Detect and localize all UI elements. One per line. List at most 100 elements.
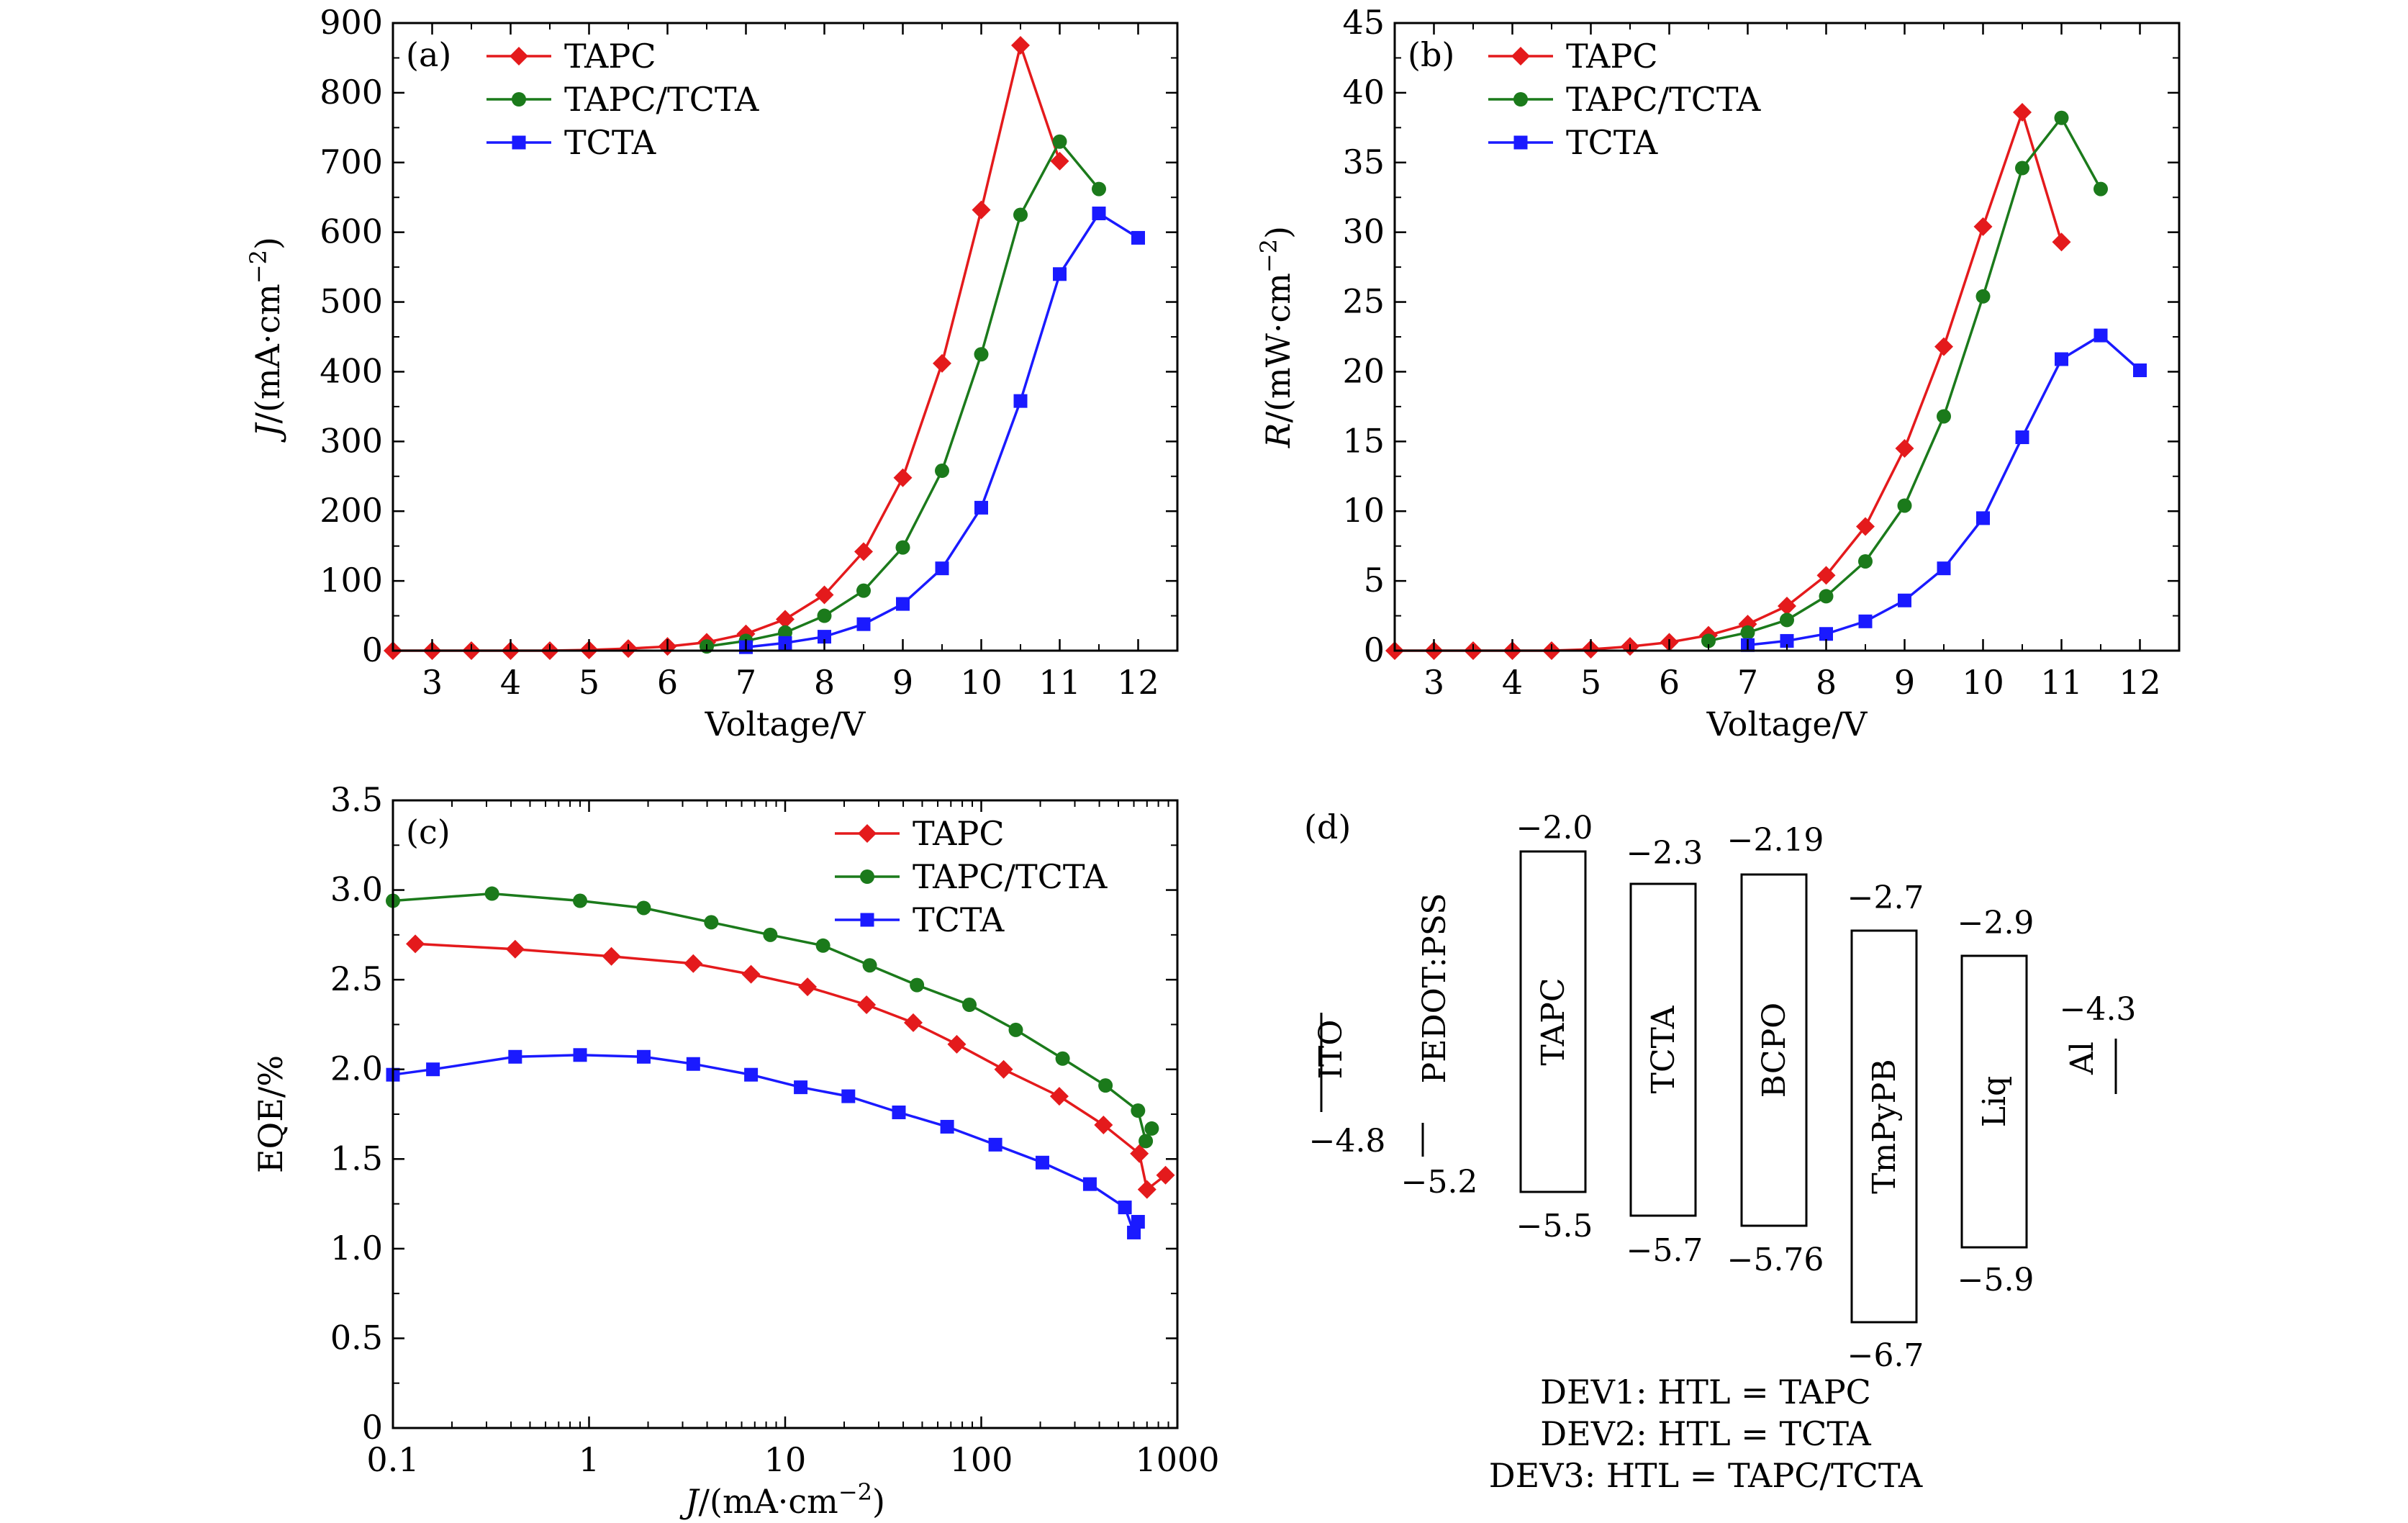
plot-frame: [391, 22, 1179, 652]
data-point: [2054, 110, 2069, 125]
legend-entry-tcta: TCTA: [835, 900, 1005, 939]
legend-marker: [1511, 47, 1530, 65]
legend-marker: [510, 47, 528, 65]
data-point: [1898, 593, 1911, 607]
data-point: [1008, 1022, 1023, 1037]
layer-box: [1740, 873, 1808, 1227]
homo-level: −5.76: [1727, 1242, 1824, 1278]
lumo-level: −2.0: [1516, 810, 1593, 846]
x-tick-label: 8: [1816, 663, 1837, 702]
y-tick-label: 300: [320, 421, 383, 460]
data-point: [2055, 352, 2068, 366]
layer-name: TmPyPB: [1866, 1059, 1903, 1193]
y-tick-label: 2.5: [330, 959, 383, 998]
data-point: [2015, 161, 2029, 176]
data-point: [1127, 1225, 1141, 1239]
legend-entry-tapc: TAPC: [486, 37, 656, 76]
homo-level: −5.9: [1957, 1262, 2034, 1298]
series-tcta: [1741, 328, 2147, 652]
data-point: [1137, 1180, 1157, 1199]
data-point: [1701, 633, 1716, 648]
data-point: [935, 561, 949, 576]
data-point: [904, 1013, 923, 1032]
x-tick-label: 10: [960, 663, 1002, 702]
y-tick-label: 200: [320, 491, 383, 530]
y-tick-label: 3.0: [330, 870, 383, 909]
y-tick-label: 0: [362, 1408, 383, 1447]
data-point: [974, 500, 988, 515]
device-caption: DEV2: HTL = TCTA: [1540, 1414, 1871, 1453]
data-point: [856, 583, 871, 598]
data-point: [636, 900, 651, 916]
legend-label: TAPC: [913, 814, 1005, 853]
data-point: [1934, 337, 1953, 356]
legend-label: TAPC/TCTA: [564, 80, 759, 119]
x-tick-label: 11: [1038, 663, 1081, 702]
data-point: [974, 347, 989, 362]
layer-name: Liq: [1976, 1076, 2013, 1127]
homo-level: −5.5: [1516, 1208, 1593, 1244]
data-point: [1118, 1201, 1132, 1215]
y-tick-label: 1.5: [330, 1139, 383, 1178]
data-point: [798, 977, 818, 997]
data-point: [1092, 181, 1106, 196]
data-point: [2133, 363, 2147, 378]
data-point: [1976, 511, 1990, 525]
series-tapc-tcta: [700, 134, 1106, 654]
data-point: [940, 1119, 954, 1134]
legend-entry-tapc: TAPC: [835, 814, 1005, 853]
lumo-level: −2.19: [1727, 822, 1824, 859]
legend-entry-tcta: TCTA: [486, 123, 656, 162]
data-point: [1094, 1115, 1113, 1134]
layer-tapc: TAPC −2.0 −5.5: [1516, 810, 1593, 1244]
x-tick-label: 12: [1117, 663, 1159, 702]
data-point: [817, 608, 832, 623]
data-point: [776, 610, 795, 629]
layer-name: BCPO: [1756, 1003, 1793, 1098]
data-point: [1819, 589, 1834, 604]
data-point: [1139, 1134, 1154, 1149]
layer-tmpypb: TmPyPB −2.7 −6.7: [1847, 880, 1924, 1374]
legend-entry-tapc-tcta: TAPC/TCTA: [486, 80, 759, 119]
layer-name: TCTA: [1645, 1005, 1682, 1093]
series-tapc-tcta: [386, 886, 1159, 1149]
series-tcta: [739, 207, 1145, 654]
y-axis-title: R/(mW·cm−2): [1255, 226, 1298, 448]
panel-tag: (c): [406, 813, 451, 851]
y-tick-label: 3.5: [330, 780, 383, 819]
x-tick-label: 0.1: [366, 1440, 419, 1479]
y-axis-title: EQE/%: [251, 1055, 290, 1173]
data-point: [947, 1034, 967, 1054]
panel-tag: (b): [1408, 35, 1454, 74]
lumo-level: −2.3: [1626, 835, 1703, 872]
data-point: [933, 353, 951, 373]
layer-pedot-pss: PEDOT:PSS −5.2: [1401, 893, 1478, 1201]
legend-marker: [1513, 92, 1528, 107]
x-tick-label: 7: [1737, 663, 1758, 702]
data-point: [1052, 134, 1067, 149]
legend-label: TCTA: [564, 123, 656, 162]
layer-name: ITO: [1313, 1020, 1349, 1080]
x-tick-label: 11: [2040, 663, 2083, 702]
data-point: [636, 1049, 651, 1064]
data-point: [1895, 439, 1914, 458]
y-tick-label: 600: [320, 212, 383, 251]
data-point: [935, 464, 949, 479]
legend-marker: [860, 869, 874, 884]
x-axis-title: J/(mA·cm−2): [679, 1478, 885, 1521]
lumo-level: −2.7: [1847, 880, 1924, 916]
data-point: [895, 540, 910, 555]
data-point: [1780, 633, 1794, 648]
data-point: [1055, 1051, 1070, 1066]
data-point: [1049, 1087, 1069, 1106]
series-line: [415, 942, 1167, 1192]
data-point: [573, 893, 588, 908]
y-tick-label: 0: [1364, 631, 1385, 669]
data-point: [893, 468, 913, 487]
homo-level: −4.8: [1309, 1123, 1386, 1160]
homo-level: −5.2: [1401, 1164, 1478, 1201]
data-point: [744, 1067, 759, 1082]
legend-entry-tcta: TCTA: [1488, 123, 1658, 162]
lumo-level: −4.3: [2060, 991, 2137, 1028]
